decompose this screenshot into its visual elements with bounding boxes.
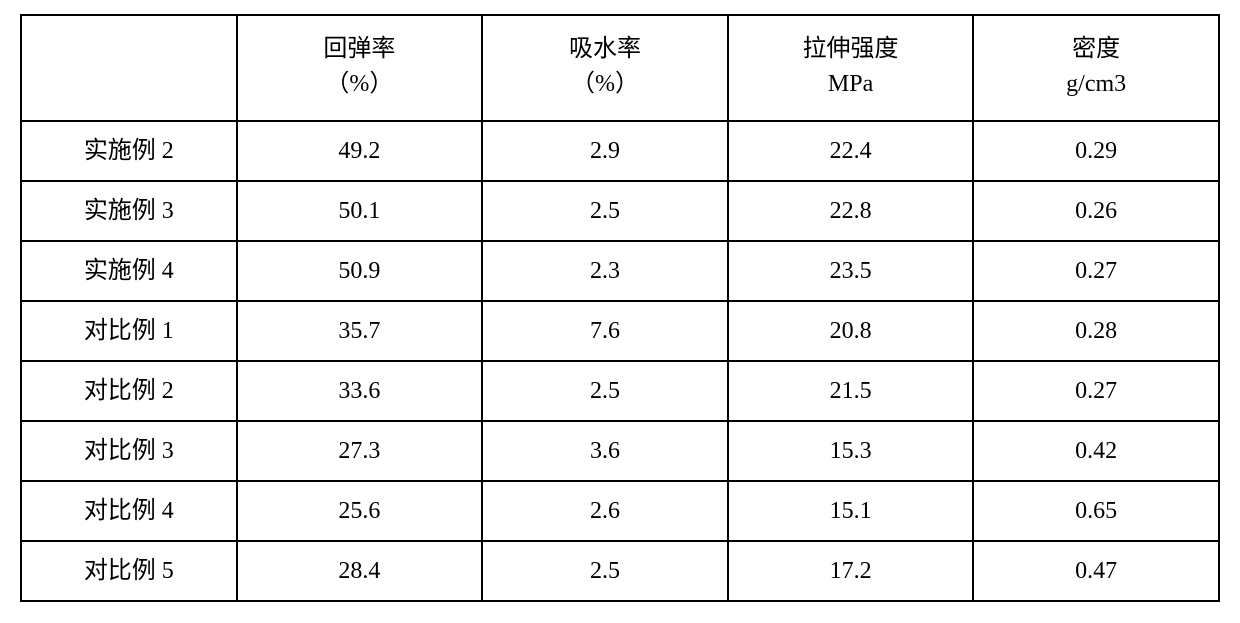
table-row: 对比例 2 33.6 2.5 21.5 0.27 <box>21 361 1219 421</box>
cell-rebound: 50.1 <box>237 181 483 241</box>
cell-rebound: 33.6 <box>237 361 483 421</box>
cell-water: 7.6 <box>482 301 728 361</box>
col-header-rebound: 回弹率 （%） <box>237 15 483 121</box>
cell-tensile: 23.5 <box>728 241 974 301</box>
col-header-water-line2: （%） <box>571 71 639 97</box>
col-header-water-line1: 吸水率 <box>569 36 641 62</box>
col-header-density-line1: 密度 <box>1072 36 1120 62</box>
cell-density: 0.28 <box>973 301 1219 361</box>
table-row: 实施例 4 50.9 2.3 23.5 0.27 <box>21 241 1219 301</box>
table-row: 对比例 3 27.3 3.6 15.3 0.42 <box>21 421 1219 481</box>
cell-density: 0.27 <box>973 241 1219 301</box>
cell-tensile: 15.3 <box>728 421 974 481</box>
cell-water: 2.9 <box>482 121 728 181</box>
col-header-rebound-line2: （%） <box>325 71 393 97</box>
cell-tensile: 17.2 <box>728 541 974 601</box>
table-row: 对比例 4 25.6 2.6 15.1 0.65 <box>21 481 1219 541</box>
cell-tensile: 22.4 <box>728 121 974 181</box>
table-row: 实施例 2 49.2 2.9 22.4 0.29 <box>21 121 1219 181</box>
cell-water: 2.5 <box>482 181 728 241</box>
col-header-rebound-line1: 回弹率 <box>323 36 395 62</box>
cell-density: 0.47 <box>973 541 1219 601</box>
cell-rebound: 50.9 <box>237 241 483 301</box>
cell-rebound: 27.3 <box>237 421 483 481</box>
cell-water: 2.3 <box>482 241 728 301</box>
col-header-density: 密度 g/cm3 <box>973 15 1219 121</box>
table-row: 实施例 3 50.1 2.5 22.8 0.26 <box>21 181 1219 241</box>
cell-tensile: 15.1 <box>728 481 974 541</box>
col-header-label <box>21 15 237 121</box>
cell-density: 0.27 <box>973 361 1219 421</box>
cell-density: 0.65 <box>973 481 1219 541</box>
cell-tensile: 22.8 <box>728 181 974 241</box>
cell-density: 0.29 <box>973 121 1219 181</box>
cell-water: 2.5 <box>482 361 728 421</box>
cell-rebound: 28.4 <box>237 541 483 601</box>
table-header-row: 回弹率 （%） 吸水率 （%） 拉伸强度 MPa 密度 g/cm3 <box>21 15 1219 121</box>
cell-water: 2.5 <box>482 541 728 601</box>
cell-label: 实施例 3 <box>21 181 237 241</box>
cell-water: 2.6 <box>482 481 728 541</box>
cell-rebound: 49.2 <box>237 121 483 181</box>
cell-label: 对比例 5 <box>21 541 237 601</box>
cell-rebound: 35.7 <box>237 301 483 361</box>
table-row: 对比例 1 35.7 7.6 20.8 0.28 <box>21 301 1219 361</box>
col-header-water: 吸水率 （%） <box>482 15 728 121</box>
cell-tensile: 21.5 <box>728 361 974 421</box>
cell-tensile: 20.8 <box>728 301 974 361</box>
col-header-tensile-line1: 拉伸强度 <box>803 36 899 62</box>
cell-density: 0.26 <box>973 181 1219 241</box>
col-header-density-line2: g/cm3 <box>1066 71 1126 97</box>
cell-label: 实施例 2 <box>21 121 237 181</box>
col-header-tensile: 拉伸强度 MPa <box>728 15 974 121</box>
table-row: 对比例 5 28.4 2.5 17.2 0.47 <box>21 541 1219 601</box>
col-header-tensile-line2: MPa <box>828 71 873 97</box>
cell-rebound: 25.6 <box>237 481 483 541</box>
cell-label: 实施例 4 <box>21 241 237 301</box>
cell-water: 3.6 <box>482 421 728 481</box>
cell-label: 对比例 4 <box>21 481 237 541</box>
cell-label: 对比例 2 <box>21 361 237 421</box>
cell-label: 对比例 3 <box>21 421 237 481</box>
data-table: 回弹率 （%） 吸水率 （%） 拉伸强度 MPa 密度 g/cm3 实施例 2 … <box>20 14 1220 602</box>
cell-label: 对比例 1 <box>21 301 237 361</box>
cell-density: 0.42 <box>973 421 1219 481</box>
